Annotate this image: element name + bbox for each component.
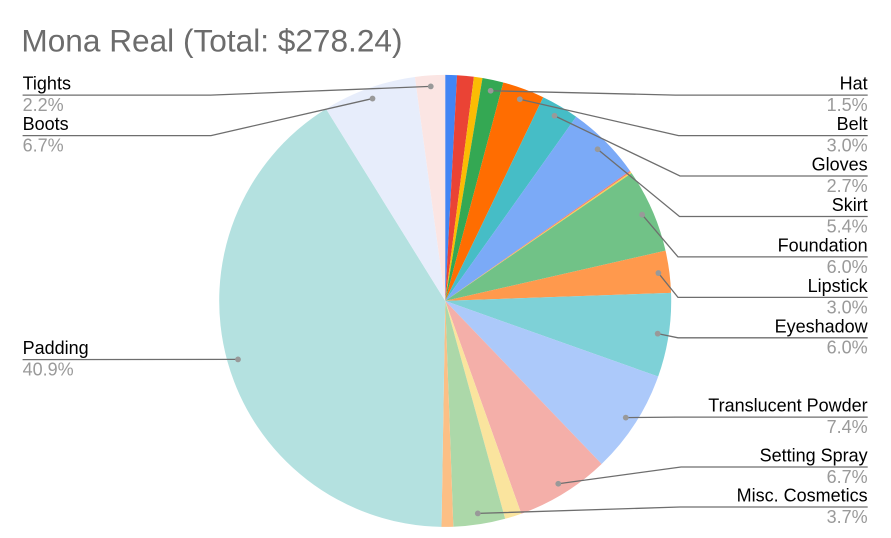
svg-text:1.5%: 1.5% xyxy=(827,95,868,115)
svg-text:Mona Real (Total: $278.24): Mona Real (Total: $278.24) xyxy=(21,22,402,58)
svg-text:Setting Spray: Setting Spray xyxy=(760,446,868,466)
svg-text:7.4%: 7.4% xyxy=(827,417,868,437)
svg-text:Foundation: Foundation xyxy=(778,236,868,256)
svg-text:Skirt: Skirt xyxy=(832,195,868,215)
svg-text:Boots: Boots xyxy=(23,114,69,134)
svg-text:Gloves: Gloves xyxy=(812,155,868,175)
svg-text:Padding: Padding xyxy=(23,338,89,358)
svg-text:6.0%: 6.0% xyxy=(827,257,868,277)
svg-text:6.7%: 6.7% xyxy=(23,136,64,156)
svg-text:3.0%: 3.0% xyxy=(827,136,868,156)
svg-text:Eyeshadow: Eyeshadow xyxy=(775,316,869,336)
svg-text:3.0%: 3.0% xyxy=(827,297,868,317)
svg-text:2.2%: 2.2% xyxy=(23,95,64,115)
svg-text:3.7%: 3.7% xyxy=(827,507,868,527)
svg-text:40.9%: 40.9% xyxy=(23,360,74,380)
svg-text:6.0%: 6.0% xyxy=(827,338,868,358)
svg-text:6.7%: 6.7% xyxy=(827,467,868,487)
svg-text:Misc. Cosmetics: Misc. Cosmetics xyxy=(737,486,868,506)
svg-text:Tights: Tights xyxy=(23,74,71,94)
svg-text:5.4%: 5.4% xyxy=(827,216,868,236)
svg-text:Translucent Powder: Translucent Powder xyxy=(708,396,867,416)
svg-text:Hat: Hat xyxy=(840,74,868,94)
svg-text:Lipstick: Lipstick xyxy=(808,276,869,296)
svg-text:Belt: Belt xyxy=(837,114,868,134)
svg-text:2.7%: 2.7% xyxy=(827,176,868,196)
